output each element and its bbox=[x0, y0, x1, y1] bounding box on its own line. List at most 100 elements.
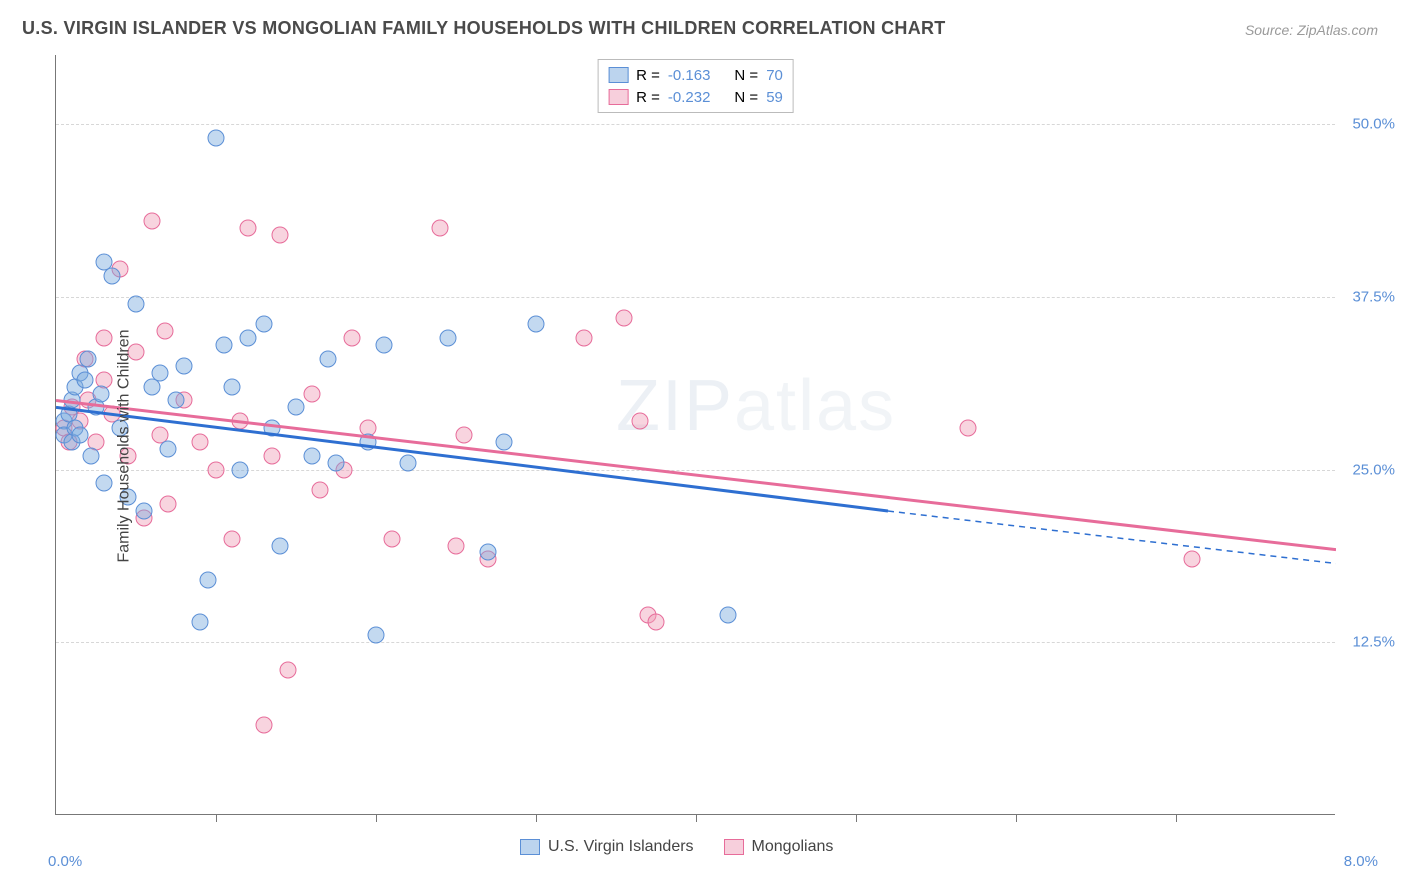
data-point bbox=[648, 613, 665, 630]
data-point bbox=[232, 413, 249, 430]
data-point bbox=[168, 392, 185, 409]
x-tick bbox=[856, 814, 857, 822]
chart-title: U.S. VIRGIN ISLANDER VS MONGOLIAN FAMILY… bbox=[22, 18, 946, 39]
x-tick bbox=[536, 814, 537, 822]
watermark: ZIPatlas bbox=[616, 365, 896, 447]
data-point bbox=[216, 337, 233, 354]
data-point bbox=[256, 717, 273, 734]
x-tick bbox=[1176, 814, 1177, 822]
x-tick bbox=[696, 814, 697, 822]
data-point bbox=[400, 454, 417, 471]
y-tick-label: 50.0% bbox=[1352, 116, 1395, 133]
data-point bbox=[264, 447, 281, 464]
data-point bbox=[156, 323, 173, 340]
x-tick bbox=[216, 814, 217, 822]
data-point bbox=[344, 330, 361, 347]
data-point bbox=[432, 219, 449, 236]
legend-item: U.S. Virgin Islanders bbox=[520, 838, 694, 856]
data-point bbox=[304, 385, 321, 402]
data-point bbox=[384, 530, 401, 547]
legend-swatch bbox=[724, 839, 744, 855]
data-point bbox=[272, 226, 289, 243]
data-point bbox=[208, 129, 225, 146]
n-label: N = bbox=[734, 67, 758, 84]
data-point bbox=[280, 661, 297, 678]
data-point bbox=[72, 427, 89, 444]
n-value: 70 bbox=[766, 67, 783, 84]
data-point bbox=[440, 330, 457, 347]
data-point bbox=[224, 378, 241, 395]
gridline bbox=[56, 124, 1335, 125]
legend-row: R = -0.232 N = 59 bbox=[608, 86, 783, 108]
data-point bbox=[83, 447, 100, 464]
data-point bbox=[104, 268, 121, 285]
data-point bbox=[456, 427, 473, 444]
data-point bbox=[136, 503, 153, 520]
data-point bbox=[80, 351, 97, 368]
data-point bbox=[208, 461, 225, 478]
data-point bbox=[496, 433, 513, 450]
data-point bbox=[96, 330, 113, 347]
data-point bbox=[240, 219, 257, 236]
data-point bbox=[304, 447, 321, 464]
data-point bbox=[92, 385, 109, 402]
data-point bbox=[232, 461, 249, 478]
r-label: R = bbox=[636, 67, 660, 84]
data-point bbox=[76, 371, 93, 388]
data-point bbox=[720, 606, 737, 623]
data-point bbox=[224, 530, 241, 547]
x-tick bbox=[1016, 814, 1017, 822]
data-point bbox=[272, 537, 289, 554]
y-tick-label: 37.5% bbox=[1352, 288, 1395, 305]
x-axis-min-label: 0.0% bbox=[48, 853, 82, 870]
data-point bbox=[368, 627, 385, 644]
data-point bbox=[192, 613, 209, 630]
y-axis-label: Family Households with Children bbox=[115, 330, 133, 563]
legend-row: R = -0.163 N = 70 bbox=[608, 64, 783, 86]
data-point bbox=[960, 420, 977, 437]
data-point bbox=[448, 537, 465, 554]
data-point bbox=[264, 420, 281, 437]
data-point bbox=[256, 316, 273, 333]
data-point bbox=[376, 337, 393, 354]
data-point bbox=[128, 295, 145, 312]
data-point bbox=[632, 413, 649, 430]
data-point bbox=[200, 572, 217, 589]
legend-swatch bbox=[608, 67, 628, 83]
x-axis-max-label: 8.0% bbox=[1344, 853, 1378, 870]
data-point bbox=[96, 475, 113, 492]
legend-label: U.S. Virgin Islanders bbox=[548, 838, 694, 856]
y-tick-label: 25.0% bbox=[1352, 461, 1395, 478]
data-point bbox=[152, 364, 169, 381]
data-point bbox=[328, 454, 345, 471]
legend-swatch bbox=[520, 839, 540, 855]
x-tick bbox=[376, 814, 377, 822]
n-value: 59 bbox=[766, 89, 783, 106]
n-label: N = bbox=[734, 89, 758, 106]
data-point bbox=[480, 544, 497, 561]
y-tick-label: 12.5% bbox=[1352, 634, 1395, 651]
source-attribution: Source: ZipAtlas.com bbox=[1245, 22, 1378, 38]
scatter-plot-area: ZIPatlas R =-0.163N =70R =-0.232N =59 12… bbox=[55, 55, 1335, 815]
data-point bbox=[616, 309, 633, 326]
correlation-legend: R = -0.163 N = 70 R = -0.232 N = 59 bbox=[597, 59, 794, 113]
data-point bbox=[320, 351, 337, 368]
data-point bbox=[1184, 551, 1201, 568]
data-point bbox=[288, 399, 305, 416]
r-value: -0.163 bbox=[668, 67, 711, 84]
data-point bbox=[160, 440, 177, 457]
legend-label: Mongolians bbox=[752, 838, 834, 856]
legend-swatch bbox=[608, 89, 628, 105]
data-point bbox=[176, 357, 193, 374]
data-point bbox=[528, 316, 545, 333]
data-point bbox=[312, 482, 329, 499]
data-point bbox=[360, 433, 377, 450]
r-value: -0.232 bbox=[668, 89, 711, 106]
r-label: R = bbox=[636, 89, 660, 106]
series-legend: U.S. Virgin Islanders Mongolians bbox=[520, 838, 833, 856]
gridline bbox=[56, 642, 1335, 643]
gridline bbox=[56, 297, 1335, 298]
data-point bbox=[240, 330, 257, 347]
data-point bbox=[192, 433, 209, 450]
data-point bbox=[576, 330, 593, 347]
